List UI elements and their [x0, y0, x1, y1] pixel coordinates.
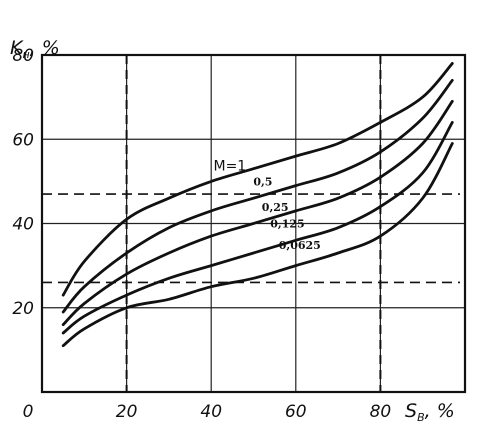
y-axis-label: Kн, % [10, 37, 60, 61]
series-label-2: 0,25 [262, 201, 289, 214]
series-line-3 [61, 121, 454, 335]
y-tick-labels: 20 40 60 80 [12, 46, 34, 319]
x-axis-label-sub: В [417, 411, 425, 424]
x-tick-label: 80 [370, 402, 392, 422]
series-label-4: 0,0625 [279, 239, 321, 252]
y-tick-label: 60 [12, 130, 34, 150]
x-axis-label-main: S [405, 400, 417, 422]
x-tick-label: 40 [200, 402, 222, 422]
y-tick-label: 20 [12, 299, 34, 319]
series-line-2 [61, 99, 454, 326]
x-tick-label: 0 [23, 402, 34, 422]
x-axis-label-unit: , % [425, 400, 455, 422]
y-tick-label: 80 [12, 46, 34, 66]
plot-frame [40, 53, 467, 394]
y-axis-label-sub: н [22, 48, 29, 61]
series-label-3: 0,125 [270, 218, 304, 231]
series-line-1 [61, 78, 454, 314]
series-label-1: 0,5 [253, 176, 272, 189]
curves [61, 62, 454, 348]
series-labels: M=1 0,5 0,25 0,125 0,0625 [214, 159, 321, 252]
x-axis-label: SВ, % [405, 400, 455, 424]
y-axis-label-unit: , % [30, 37, 60, 59]
series-line-0 [61, 62, 454, 297]
x-tick-label: 60 [285, 402, 307, 422]
y-axis-label-main: K [10, 37, 24, 59]
series-line-4 [61, 142, 454, 348]
y-tick-label: 40 [12, 215, 34, 235]
series-label-0: M=1 [214, 159, 247, 175]
x-tick-labels: 0 20 40 60 80 [23, 402, 392, 422]
x-tick-label: 20 [116, 402, 138, 422]
